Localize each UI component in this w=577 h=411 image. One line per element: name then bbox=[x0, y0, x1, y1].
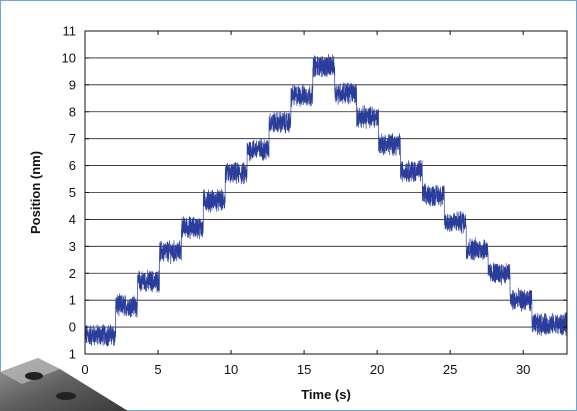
x-axis-ticks: 0 5 10 15 20 25 30 bbox=[81, 31, 530, 377]
y-tick-label: 10 bbox=[62, 50, 76, 65]
y-tick-label: 1 bbox=[69, 347, 76, 362]
metal-hole bbox=[25, 372, 43, 380]
y-tick-label: 3 bbox=[69, 239, 76, 254]
y-tick-label: 1 bbox=[69, 293, 76, 308]
x-tick-label: 5 bbox=[154, 362, 161, 377]
y-tick-label: 0 bbox=[69, 320, 76, 335]
x-tick-label: 15 bbox=[297, 362, 311, 377]
x-tick-label: 10 bbox=[224, 362, 238, 377]
x-tick-label: 25 bbox=[443, 362, 457, 377]
y-axis-label: Position (nm) bbox=[28, 151, 43, 234]
y-tick-label: 8 bbox=[69, 104, 76, 119]
y-tick-label: 2 bbox=[69, 266, 76, 281]
series-line bbox=[84, 53, 568, 347]
x-axis-label: Time (s) bbox=[301, 387, 351, 402]
y-tick-label: 4 bbox=[69, 212, 76, 227]
y-tick-label: 11 bbox=[63, 24, 77, 39]
y-tick-label: 5 bbox=[69, 185, 76, 200]
x-tick-label: 30 bbox=[516, 362, 530, 377]
metal-hole bbox=[56, 392, 76, 400]
y-tick-label: 9 bbox=[69, 77, 76, 92]
y-tick-label: 6 bbox=[69, 158, 76, 173]
x-tick-label: 20 bbox=[370, 362, 384, 377]
series-trace bbox=[84, 53, 568, 347]
x-tick-label: 0 bbox=[81, 362, 88, 377]
y-tick-label: 7 bbox=[69, 131, 76, 146]
decorative-metal-block bbox=[0, 358, 128, 411]
